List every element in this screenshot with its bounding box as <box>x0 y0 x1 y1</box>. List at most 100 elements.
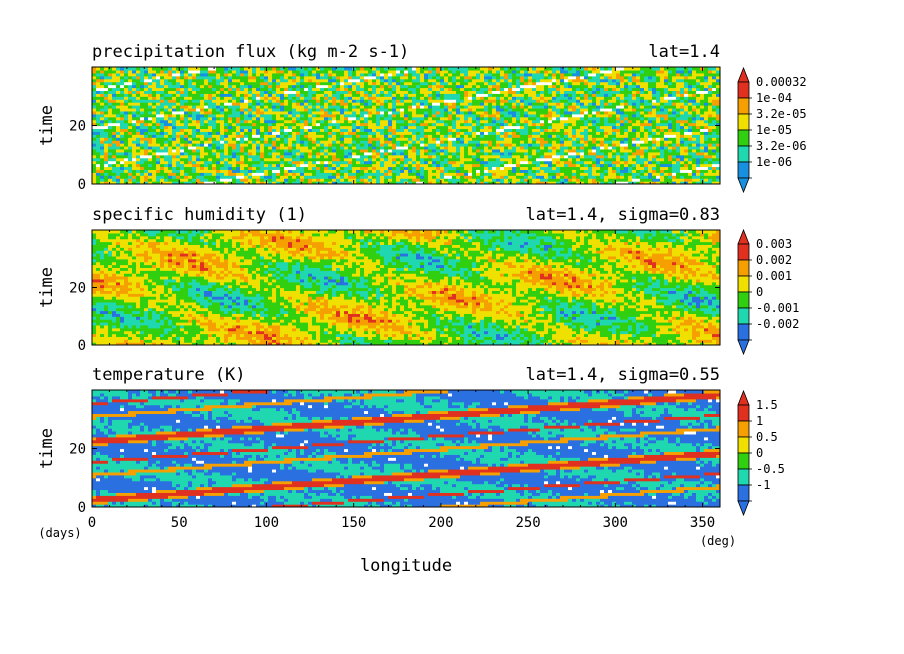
heatmap-cell <box>636 157 641 162</box>
heatmap-cell <box>212 137 217 141</box>
heatmap-cell <box>684 134 689 138</box>
heatmap-cell <box>572 99 577 103</box>
heatmap-cell <box>192 99 197 103</box>
heatmap-cell <box>504 125 509 130</box>
heatmap-cell <box>300 169 305 173</box>
heatmap-cell <box>452 122 457 127</box>
heatmap-cell <box>472 137 477 141</box>
heatmap-cell <box>416 110 421 115</box>
heatmap-cell <box>684 96 689 100</box>
heatmap-cell <box>468 93 473 97</box>
heatmap-cell <box>640 151 645 156</box>
heatmap-cell <box>392 122 397 127</box>
heatmap-cell <box>596 178 601 182</box>
heatmap-cell <box>224 128 229 132</box>
heatmap-cell <box>688 169 693 173</box>
heatmap-cell <box>360 143 365 147</box>
heatmap-cell <box>456 160 461 165</box>
heatmap-cell <box>428 113 433 118</box>
heatmap-cell <box>564 131 569 135</box>
heatmap-cell <box>232 148 237 153</box>
heatmap-cell <box>444 181 449 184</box>
heatmap-cell <box>456 137 461 141</box>
heatmap-cell <box>172 160 177 165</box>
heatmap-cell <box>700 107 705 112</box>
heatmap-cell <box>124 151 129 156</box>
heatmap-cell <box>420 93 425 97</box>
heatmap-cell <box>388 125 393 130</box>
heatmap-cell <box>668 128 673 132</box>
heatmap-cell <box>596 105 601 109</box>
heatmap-cell <box>496 172 501 176</box>
heatmap-cell <box>520 178 525 182</box>
heatmap-cell <box>680 172 685 176</box>
heatmap-cell <box>220 119 225 124</box>
heatmap-cell <box>632 128 637 132</box>
heatmap-cell <box>472 163 477 168</box>
heatmap-cell <box>180 122 185 127</box>
heatmap-cell <box>104 172 109 176</box>
heatmap-cell <box>504 93 509 97</box>
heatmap-cell <box>708 163 713 168</box>
heatmap-cell <box>548 137 553 141</box>
heatmap-cell <box>152 128 157 132</box>
heatmap-cell <box>392 166 397 170</box>
heatmap-cell <box>284 102 289 106</box>
heatmap-cell <box>516 107 521 112</box>
heatmap-cell <box>192 140 197 144</box>
heatmap-cell <box>684 151 689 156</box>
heatmap-cell <box>596 134 601 138</box>
heatmap-cell <box>420 175 425 179</box>
heatmap-cell <box>92 105 97 109</box>
heatmap-cell <box>120 131 125 135</box>
heatmap-cell <box>640 137 645 141</box>
heatmap-cell <box>408 116 413 121</box>
heatmap-cell <box>296 122 301 127</box>
heatmap-cell <box>592 166 597 170</box>
heatmap-cell <box>332 166 337 170</box>
heatmap-cell <box>324 113 329 118</box>
heatmap-cell <box>344 137 349 141</box>
heatmap-cell <box>112 178 117 182</box>
heatmap-cell <box>540 125 545 130</box>
heatmap-cell <box>324 140 329 144</box>
heatmap-cell <box>104 102 109 106</box>
heatmap-cell <box>692 96 697 100</box>
heatmap-cell <box>436 148 441 153</box>
heatmap-cell <box>120 128 125 132</box>
heatmap-cell <box>664 166 669 170</box>
heatmap-cell <box>128 122 133 127</box>
heatmap-cell <box>440 148 445 153</box>
heatmap-cell <box>144 122 149 127</box>
heatmap-cell <box>312 134 317 138</box>
heatmap-cell <box>436 181 441 184</box>
heatmap-cell <box>284 116 289 121</box>
heatmap-cell <box>488 178 493 182</box>
heatmap-cell <box>528 175 533 179</box>
heatmap-cell <box>564 110 569 115</box>
heatmap-cell <box>664 125 669 130</box>
heatmap-cell <box>572 107 577 112</box>
heatmap-cell <box>184 107 189 112</box>
heatmap-cell <box>236 163 241 168</box>
heatmap-cell <box>328 137 333 141</box>
heatmap-cell <box>424 178 429 182</box>
heatmap-cell <box>164 172 169 176</box>
heatmap-cell <box>372 90 377 94</box>
heatmap-cell <box>572 96 577 100</box>
heatmap-cell <box>708 119 713 124</box>
heatmap-cell <box>316 122 321 127</box>
heatmap-cell <box>208 172 213 176</box>
heatmap-cell <box>372 137 377 141</box>
heatmap-cell <box>464 116 469 121</box>
heatmap-cell <box>104 125 109 130</box>
heatmap-cell <box>92 175 97 179</box>
heatmap-cell <box>492 157 497 162</box>
heatmap-cell <box>648 157 653 162</box>
heatmap-cell <box>140 107 145 112</box>
heatmap-cell <box>492 143 497 147</box>
heatmap-cell <box>364 131 369 135</box>
heatmap-cell <box>164 148 169 153</box>
heatmap-cell <box>140 169 145 173</box>
heatmap-cell <box>344 110 349 115</box>
